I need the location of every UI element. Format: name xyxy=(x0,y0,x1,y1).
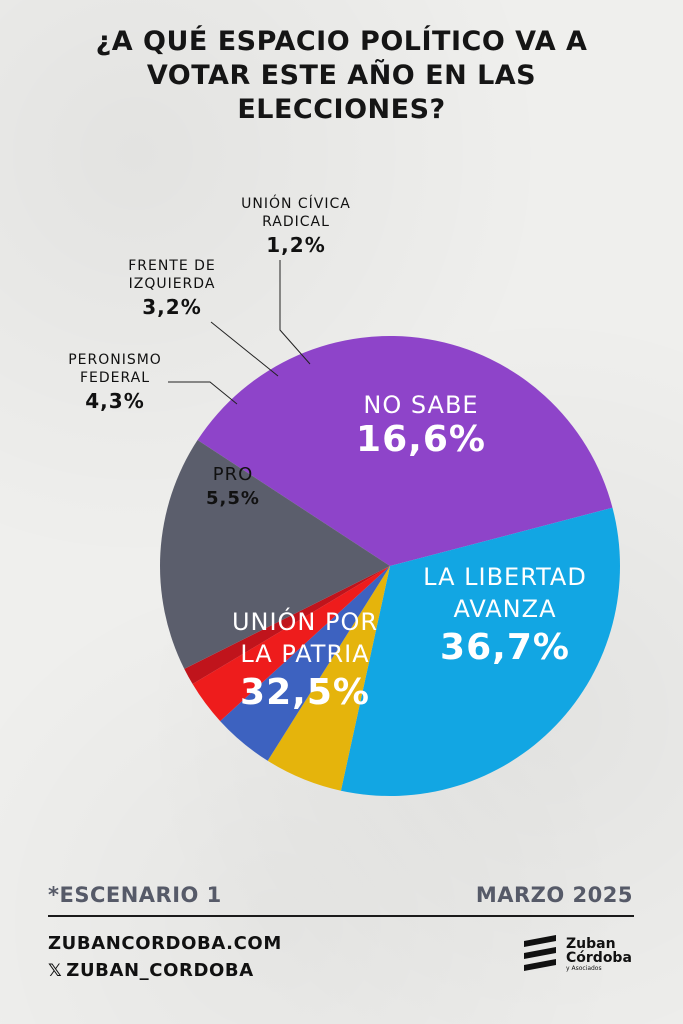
slice-value-2: 5,5% xyxy=(206,488,260,509)
pie-slice-peronismo-federal xyxy=(220,566,390,761)
footer-divider xyxy=(48,915,634,917)
leader-line-4 xyxy=(210,321,279,377)
zuban-cordoba-logo: Zuban Córdoba y Asociados xyxy=(522,935,632,975)
footer-links: ZUBANCORDOBA.COM 𝕏 ZUBAN_CORDOBA xyxy=(48,930,282,985)
logo-line1: Zuban xyxy=(566,936,616,952)
slice-label-6: NO SABE xyxy=(363,391,478,419)
slice-label-2: PRO xyxy=(213,464,254,485)
x-icon: 𝕏 xyxy=(48,961,63,981)
leader-line-5 xyxy=(279,260,311,365)
slice-value-1: 32,5% xyxy=(240,672,370,713)
slice-label-1: UNIÓN POR xyxy=(232,606,378,636)
slice-label-4: FRENTE DE xyxy=(128,258,216,274)
pie-slice-la-libertad-avanza xyxy=(197,335,613,566)
slice-value-0: 36,7% xyxy=(440,627,570,668)
scenario-label: *ESCENARIO 1 xyxy=(48,883,222,907)
logo-line2: Córdoba xyxy=(566,950,632,966)
pie-slice-frente-de-izquierda xyxy=(192,566,390,722)
slice-label-0: LA LIBERTAD xyxy=(423,563,587,591)
slice-label-1: LA PATRIA xyxy=(240,640,369,668)
slice-label-5: RADICAL xyxy=(262,214,330,230)
pie-slice-uni-n-por-la-patria xyxy=(340,507,620,796)
slice-label-3: FEDERAL xyxy=(80,370,150,386)
logo-mark-icon xyxy=(524,935,556,971)
social-handle: ZUBAN_CORDOBA xyxy=(66,960,254,981)
slice-value-5: 1,2% xyxy=(266,233,325,257)
slice-label-4: IZQUIERDA xyxy=(129,276,216,292)
website-link[interactable]: ZUBANCORDOBA.COM xyxy=(48,933,282,954)
slice-value-3: 4,3% xyxy=(85,389,144,413)
logo-line3: y Asociados xyxy=(566,965,602,972)
slice-label-5: UNIÓN CÍVICA xyxy=(241,194,351,212)
date-label: MARZO 2025 xyxy=(475,883,633,907)
pie-chart: LA LIBERTAD AVANZA 36,7% UNIÓN POR LA PATRIA… xyxy=(68,194,620,796)
social-link[interactable]: 𝕏 ZUBAN_CORDOBA xyxy=(48,957,282,985)
pie-slice-pro xyxy=(267,566,390,791)
slice-label-3: PERONISMO xyxy=(68,352,162,368)
pie-slice-uni-n-c-vica-radical xyxy=(184,566,390,685)
leader-line-3 xyxy=(168,381,238,405)
pie-slice-no-sabe xyxy=(159,440,390,669)
slice-value-6: 16,6% xyxy=(356,419,486,460)
chart-title: ¿A QUÉ ESPACIO POLÍTICO VA A VOTAR ESTE … xyxy=(95,26,588,125)
slice-value-4: 3,2% xyxy=(142,295,201,319)
slice-label-0: AVANZA xyxy=(454,595,557,623)
